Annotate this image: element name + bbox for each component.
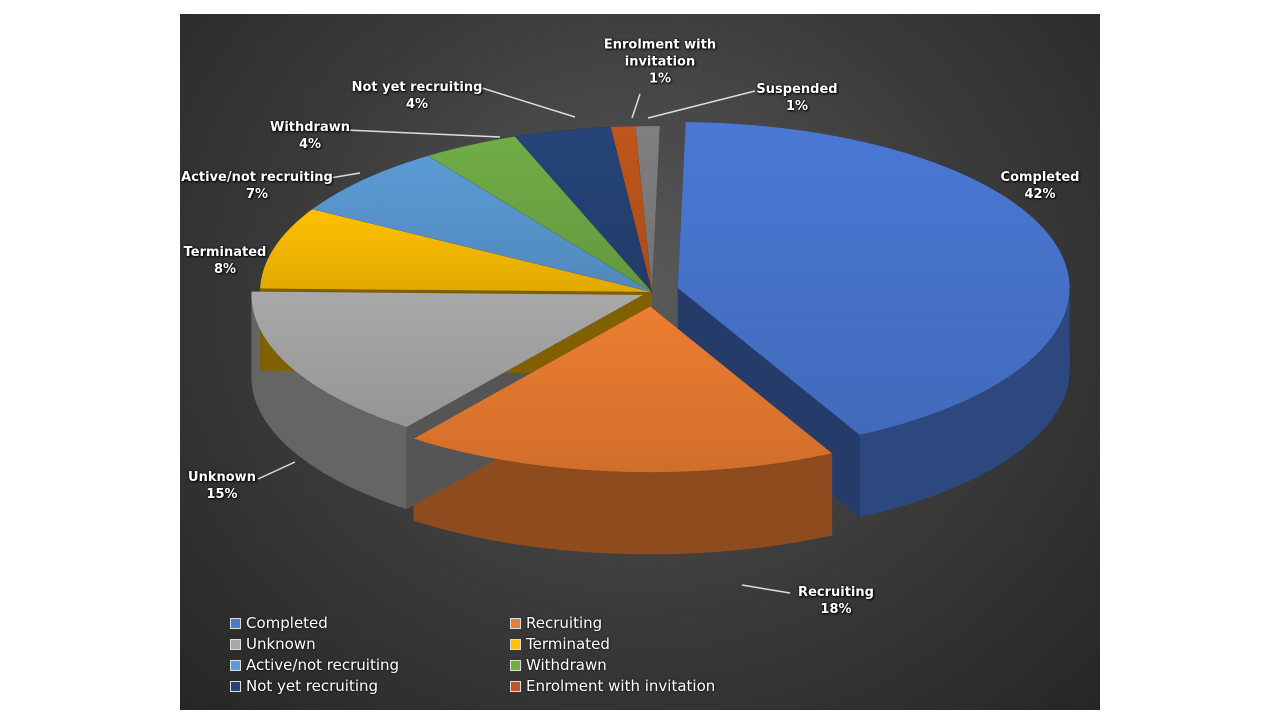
data-label-name: Not yet recruiting — [351, 80, 483, 95]
data-label: Terminated 8% — [184, 244, 267, 278]
leader-line — [345, 129, 501, 138]
data-label-value: 4% — [298, 137, 322, 152]
data-label-value: 8% — [213, 262, 237, 277]
legend-item: Withdrawn — [510, 655, 770, 675]
legend-swatch — [510, 638, 521, 650]
legend-label: Recruiting — [526, 614, 603, 632]
legend-swatch — [230, 680, 241, 692]
slice-completed — [677, 121, 1070, 436]
legend-swatch — [230, 638, 241, 650]
legend-label: Unknown — [246, 635, 316, 653]
legend-label: Terminated — [526, 635, 610, 653]
slice-unknown — [251, 291, 645, 428]
legend-swatch — [230, 659, 241, 671]
slice-recruiting — [412, 306, 833, 473]
data-label-value: 1% — [648, 71, 672, 87]
data-label: Completed 42% — [1001, 169, 1080, 203]
leader-line — [631, 93, 641, 119]
leader-line — [317, 172, 361, 181]
slice-enrolment-with-invitation — [610, 125, 653, 293]
legend-swatch — [510, 617, 521, 629]
data-label: Recruiting 18% — [798, 584, 874, 618]
legend-item: Recruiting — [510, 613, 770, 633]
data-label-name: Active/not recruiting — [181, 170, 333, 185]
data-label-value: 15% — [206, 487, 238, 502]
legend-item: Terminated — [510, 634, 770, 654]
data-label-value: 4% — [405, 97, 429, 112]
legend-label: Withdrawn — [526, 656, 607, 674]
data-label-value: 18% — [820, 602, 852, 617]
leader-line — [481, 87, 576, 118]
data-label: Active/not recruiting 7% — [181, 169, 333, 203]
legend-item: Active/not recruiting — [230, 655, 510, 675]
legend: Completed Recruiting Unknown Terminated Acti… — [230, 613, 770, 696]
slice-terminated — [259, 208, 653, 293]
slice-side-0 — [859, 287, 1070, 518]
legend-item: Enrolment with invitation — [510, 676, 770, 696]
legend-swatch — [510, 659, 521, 671]
data-label-name: Completed — [1000, 170, 1080, 185]
legend-swatch — [230, 617, 241, 629]
slice-active-not-recruiting — [311, 155, 653, 293]
legend-item: Not yet recruiting — [230, 676, 510, 696]
data-label-value: 7% — [245, 187, 269, 202]
data-label-name: Withdrawn — [269, 120, 351, 135]
slice-not-yet-recruiting — [514, 126, 653, 293]
legend-label: Not yet recruiting — [246, 677, 379, 695]
slice-suspended — [634, 125, 661, 293]
data-label-name: Terminated — [183, 245, 267, 260]
legend-item: Completed — [230, 613, 510, 633]
leader-line — [257, 461, 296, 480]
legend-label: Completed — [246, 614, 328, 632]
slice-side-2 — [251, 294, 407, 510]
data-label: Unknown 15% — [188, 469, 256, 503]
legend-label: Enrolment with invitation — [526, 677, 716, 695]
slice-side-1 — [413, 438, 833, 555]
leader-line — [647, 90, 756, 119]
slice-withdrawn — [427, 136, 653, 293]
data-label-name: Suspended — [756, 82, 838, 97]
leader-line — [741, 584, 791, 594]
legend-item: Unknown — [230, 634, 510, 654]
data-label-value: 1% — [785, 99, 809, 114]
data-label-name: Recruiting — [798, 585, 874, 600]
data-label: Enrolment with invitation 1% — [600, 37, 720, 88]
data-label: Not yet recruiting 4% — [352, 79, 483, 113]
data-label-name: Enrolment with invitation — [603, 37, 717, 70]
legend-swatch — [510, 680, 521, 692]
data-label: Withdrawn 4% — [270, 119, 350, 153]
data-label-name: Unknown — [188, 470, 256, 485]
data-label: Suspended 1% — [756, 81, 837, 115]
data-label-value: 42% — [1024, 187, 1056, 202]
legend-label: Active/not recruiting — [246, 656, 400, 674]
